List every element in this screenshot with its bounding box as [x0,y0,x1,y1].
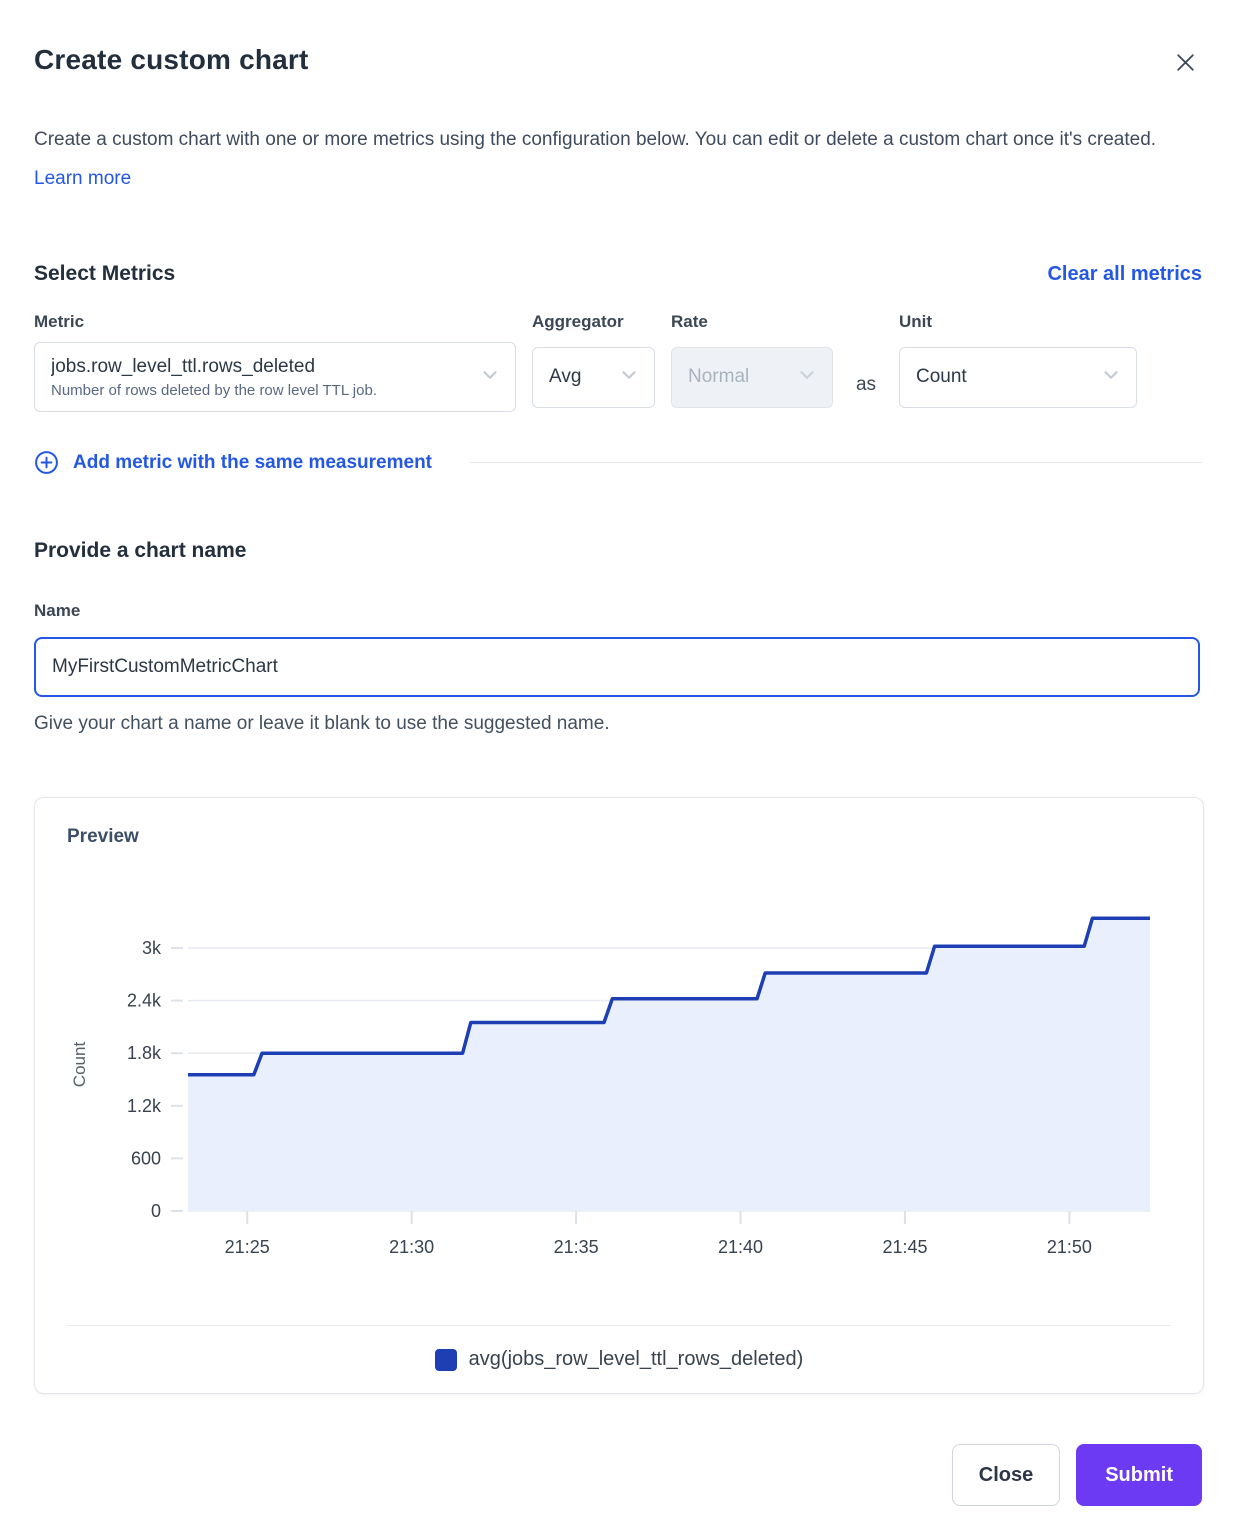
rate-select-value: Normal [688,366,750,387]
chevron-down-icon [479,364,501,391]
modal-footer: Close Submit [34,1444,1202,1506]
rate-label: Rate [671,312,708,331]
modal-header: Create custom chart [34,44,1202,82]
unit-select[interactable]: Count [899,346,1137,408]
svg-text:21:45: 21:45 [882,1237,927,1257]
select-metrics-title: Select Metrics [34,262,176,285]
aggregator-select[interactable]: Avg [532,346,655,408]
aggregator-label: Aggregator [532,312,624,331]
select-metrics-header: Select Metrics Clear all metrics [34,262,1202,286]
chevron-down-icon [618,364,640,391]
learn-more-link[interactable]: Learn more [34,168,132,189]
svg-text:21:35: 21:35 [554,1237,599,1257]
unit-label: Unit [899,312,933,331]
metric-label: Metric [34,312,85,331]
as-label: as [855,374,877,395]
unit-select-value: Count [916,366,967,387]
preview-chart-svg: 0 600 1.2k 1.8k 2.4k 3k 21:25 21:30 21:35 21:40 21… [70,916,1150,1257]
chart-name-heading: Provide a chart name [34,539,247,562]
preview-card: Preview 0 600 1.2k 1.8k 2.4k 3k 21:25 21:30 21:3… [34,797,1204,1394]
modal-description-text: Create a custom chart with one or more m… [34,129,1157,150]
modal-description: Create a custom chart with one or more m… [34,120,1194,198]
legend-label: avg(jobs_row_level_ttl_rows_deleted) [468,1348,804,1370]
svg-text:1.2k: 1.2k [127,1096,162,1116]
metrics-config-row: Metric Aggregator Rate Unit jobs.row_lev… [34,312,1202,412]
svg-text:21:50: 21:50 [1047,1237,1092,1257]
add-metric-label: Add metric with the same measurement [73,451,432,473]
metric-select[interactable]: jobs.row_level_ttl.rows_deleted Number o… [34,342,516,412]
chart-name-input[interactable] [34,637,1200,697]
svg-text:21:40: 21:40 [718,1237,763,1257]
legend-swatch [434,1348,457,1371]
close-footer-button[interactable]: Close [951,1444,1061,1506]
chart-legend: avg(jobs_row_level_ttl_rows_deleted) [67,1325,1171,1393]
chevron-down-icon [1100,364,1122,391]
metric-select-content: jobs.row_level_ttl.rows_deleted Number o… [51,356,377,399]
chevron-down-icon [796,364,818,391]
preview-chart: 0 600 1.2k 1.8k 2.4k 3k 21:25 21:30 21:35 21:40 21… [67,892,1171,1264]
svg-text:2.4k: 2.4k [127,991,162,1011]
svg-text:21:25: 21:25 [225,1237,270,1257]
rate-select: Normal [671,346,833,408]
aggregator-select-value: Avg [549,366,582,387]
divider [470,462,1202,463]
name-label: Name [34,601,81,620]
name-helper-text: Give your chart a name or leave it blank… [34,713,610,734]
close-icon [1173,54,1198,78]
close-button[interactable] [1169,46,1202,82]
metric-select-description: Number of rows deleted by the row level … [51,381,377,399]
svg-text:Count: Count [70,1042,89,1088]
plus-circle-icon [34,450,59,475]
add-metric-row: Add metric with the same measurement [34,450,1202,475]
svg-text:1.8k: 1.8k [127,1043,162,1063]
submit-button[interactable]: Submit [1076,1444,1202,1506]
svg-text:0: 0 [151,1201,161,1221]
clear-all-metrics-link[interactable]: Clear all metrics [1047,263,1202,285]
svg-text:3k: 3k [142,938,162,958]
preview-title: Preview [67,826,139,847]
svg-text:21:30: 21:30 [389,1237,434,1257]
add-metric-button[interactable]: Add metric with the same measurement [34,450,432,475]
svg-text:600: 600 [131,1148,161,1168]
metric-select-value: jobs.row_level_ttl.rows_deleted [51,355,316,377]
modal-title: Create custom chart [34,44,309,75]
